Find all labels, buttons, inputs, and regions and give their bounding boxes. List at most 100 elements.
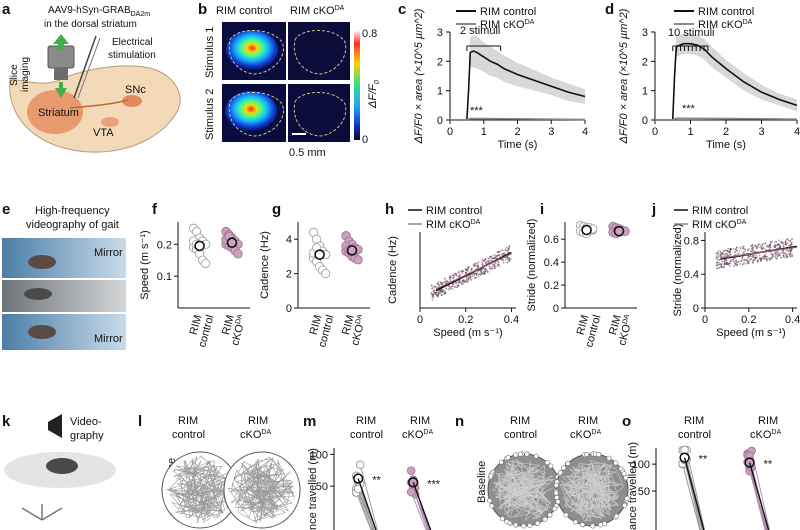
scatter-point (502, 261, 505, 264)
scatter-point (443, 290, 446, 292)
sem-band (655, 33, 797, 120)
scatter-point (786, 255, 788, 257)
scatter-point (494, 257, 497, 259)
n-col2-line1: RIM (578, 415, 598, 427)
scatter-point (780, 240, 783, 243)
arena-edge-object (565, 460, 571, 466)
y-tick-label: 1 (642, 86, 648, 98)
scatter-point (477, 275, 480, 278)
scatter-point (506, 261, 509, 264)
scatter-point (501, 258, 504, 261)
panel-c: c 0 1 2 3 4 0 1 2 3 Time (s) ΔF/F0 × area (×10^5 µ… (398, 1, 588, 151)
arena-edge-object (513, 452, 519, 458)
scatter-point (717, 255, 720, 258)
scatter-point (716, 267, 718, 270)
scatter-point (476, 262, 478, 265)
scatter-point (774, 255, 777, 258)
scatter-point (506, 256, 509, 259)
scatter-point (507, 247, 510, 249)
scatter-point (759, 258, 762, 261)
arena-edge-object (548, 463, 554, 469)
scatter-point (447, 288, 450, 291)
arena-edge-object (498, 459, 504, 465)
scatter-point (757, 246, 760, 248)
scatter-point (755, 256, 758, 259)
stim-label-2: stimulation (108, 50, 156, 61)
scatter-point (740, 259, 742, 262)
panel-o: o RIM control RIM cKODA ance travelled (… (622, 413, 781, 530)
legend-cko-text: RIM cKODA (480, 19, 535, 31)
scatter-point (717, 263, 720, 266)
data-point (320, 268, 331, 279)
scatter-point (746, 261, 749, 264)
scatter-point (464, 271, 467, 274)
floor-strip (2, 280, 126, 312)
y-tick-label: 0 (437, 115, 443, 127)
panel-label-g: g (272, 201, 281, 218)
scatter-point (715, 252, 717, 255)
scatter-point (476, 266, 479, 269)
mouse-bottom-view (24, 288, 52, 300)
arena-edge-object (504, 519, 510, 525)
arena-edge-object (590, 523, 596, 529)
scatter-point (431, 287, 434, 289)
scatter-point (781, 251, 784, 254)
category-label-line1: RIM (308, 314, 325, 337)
scatter-point (770, 253, 773, 255)
scatter-point (715, 264, 718, 267)
arena-edge-object (561, 465, 567, 471)
scatter-point (465, 280, 468, 283)
scatter-point (782, 243, 785, 246)
scatter-point (774, 241, 777, 243)
arena-edge-object (513, 522, 519, 528)
category-label-text: cKO (229, 323, 246, 347)
scatter-point (456, 285, 459, 288)
scatter-point (717, 250, 720, 253)
scatter-point (786, 238, 789, 241)
scatter-point (784, 240, 787, 243)
scatter-point (760, 256, 763, 259)
striatum-label: Striatum (38, 107, 79, 119)
scatter-point (441, 281, 444, 284)
legend-h: RIM control RIM cKODA (408, 205, 482, 231)
snc-region (122, 95, 142, 107)
scatter-point (452, 277, 454, 279)
scatter-point (764, 257, 767, 260)
scatter-point (724, 253, 727, 255)
scatter-point (475, 274, 478, 276)
scatter-point (784, 256, 787, 259)
scatter-point (743, 248, 745, 250)
scatter-point (747, 257, 749, 259)
category-label-line2: cKODA (616, 313, 636, 346)
panel-label-l: l (138, 413, 142, 430)
fit-line-cko (720, 246, 798, 259)
scatter-point (431, 296, 434, 298)
scatter-point (476, 265, 479, 267)
paired-line (412, 487, 430, 530)
arena-edge-object (554, 494, 560, 500)
scatter-point (748, 247, 750, 250)
direction-arrow (41, 507, 63, 521)
category-label-text: cKO (616, 323, 633, 347)
arena-edge-object (621, 471, 627, 477)
paired-line (357, 488, 374, 530)
panel-label-m: m (303, 413, 316, 430)
mean-line (748, 462, 770, 530)
y-tick-label: 2 (437, 56, 443, 68)
significance-label: ** (699, 454, 708, 466)
o-col1-line2: control (678, 429, 711, 441)
scatter-point (776, 255, 779, 258)
legend-control-text: RIM control (698, 6, 754, 18)
scatter-point (790, 243, 792, 246)
scatter-point (443, 292, 446, 295)
category-label-line1: RIM (575, 314, 592, 337)
scatter-point (461, 272, 464, 274)
scatter-point (723, 265, 725, 268)
scatter-point (789, 239, 792, 242)
legend-control-text: RIM control (480, 6, 536, 18)
scatter-point (752, 254, 755, 257)
category-label-line1: RIM (607, 314, 624, 337)
b-col-cko: RIM cKODA (290, 5, 345, 17)
scatter-point (718, 258, 721, 261)
